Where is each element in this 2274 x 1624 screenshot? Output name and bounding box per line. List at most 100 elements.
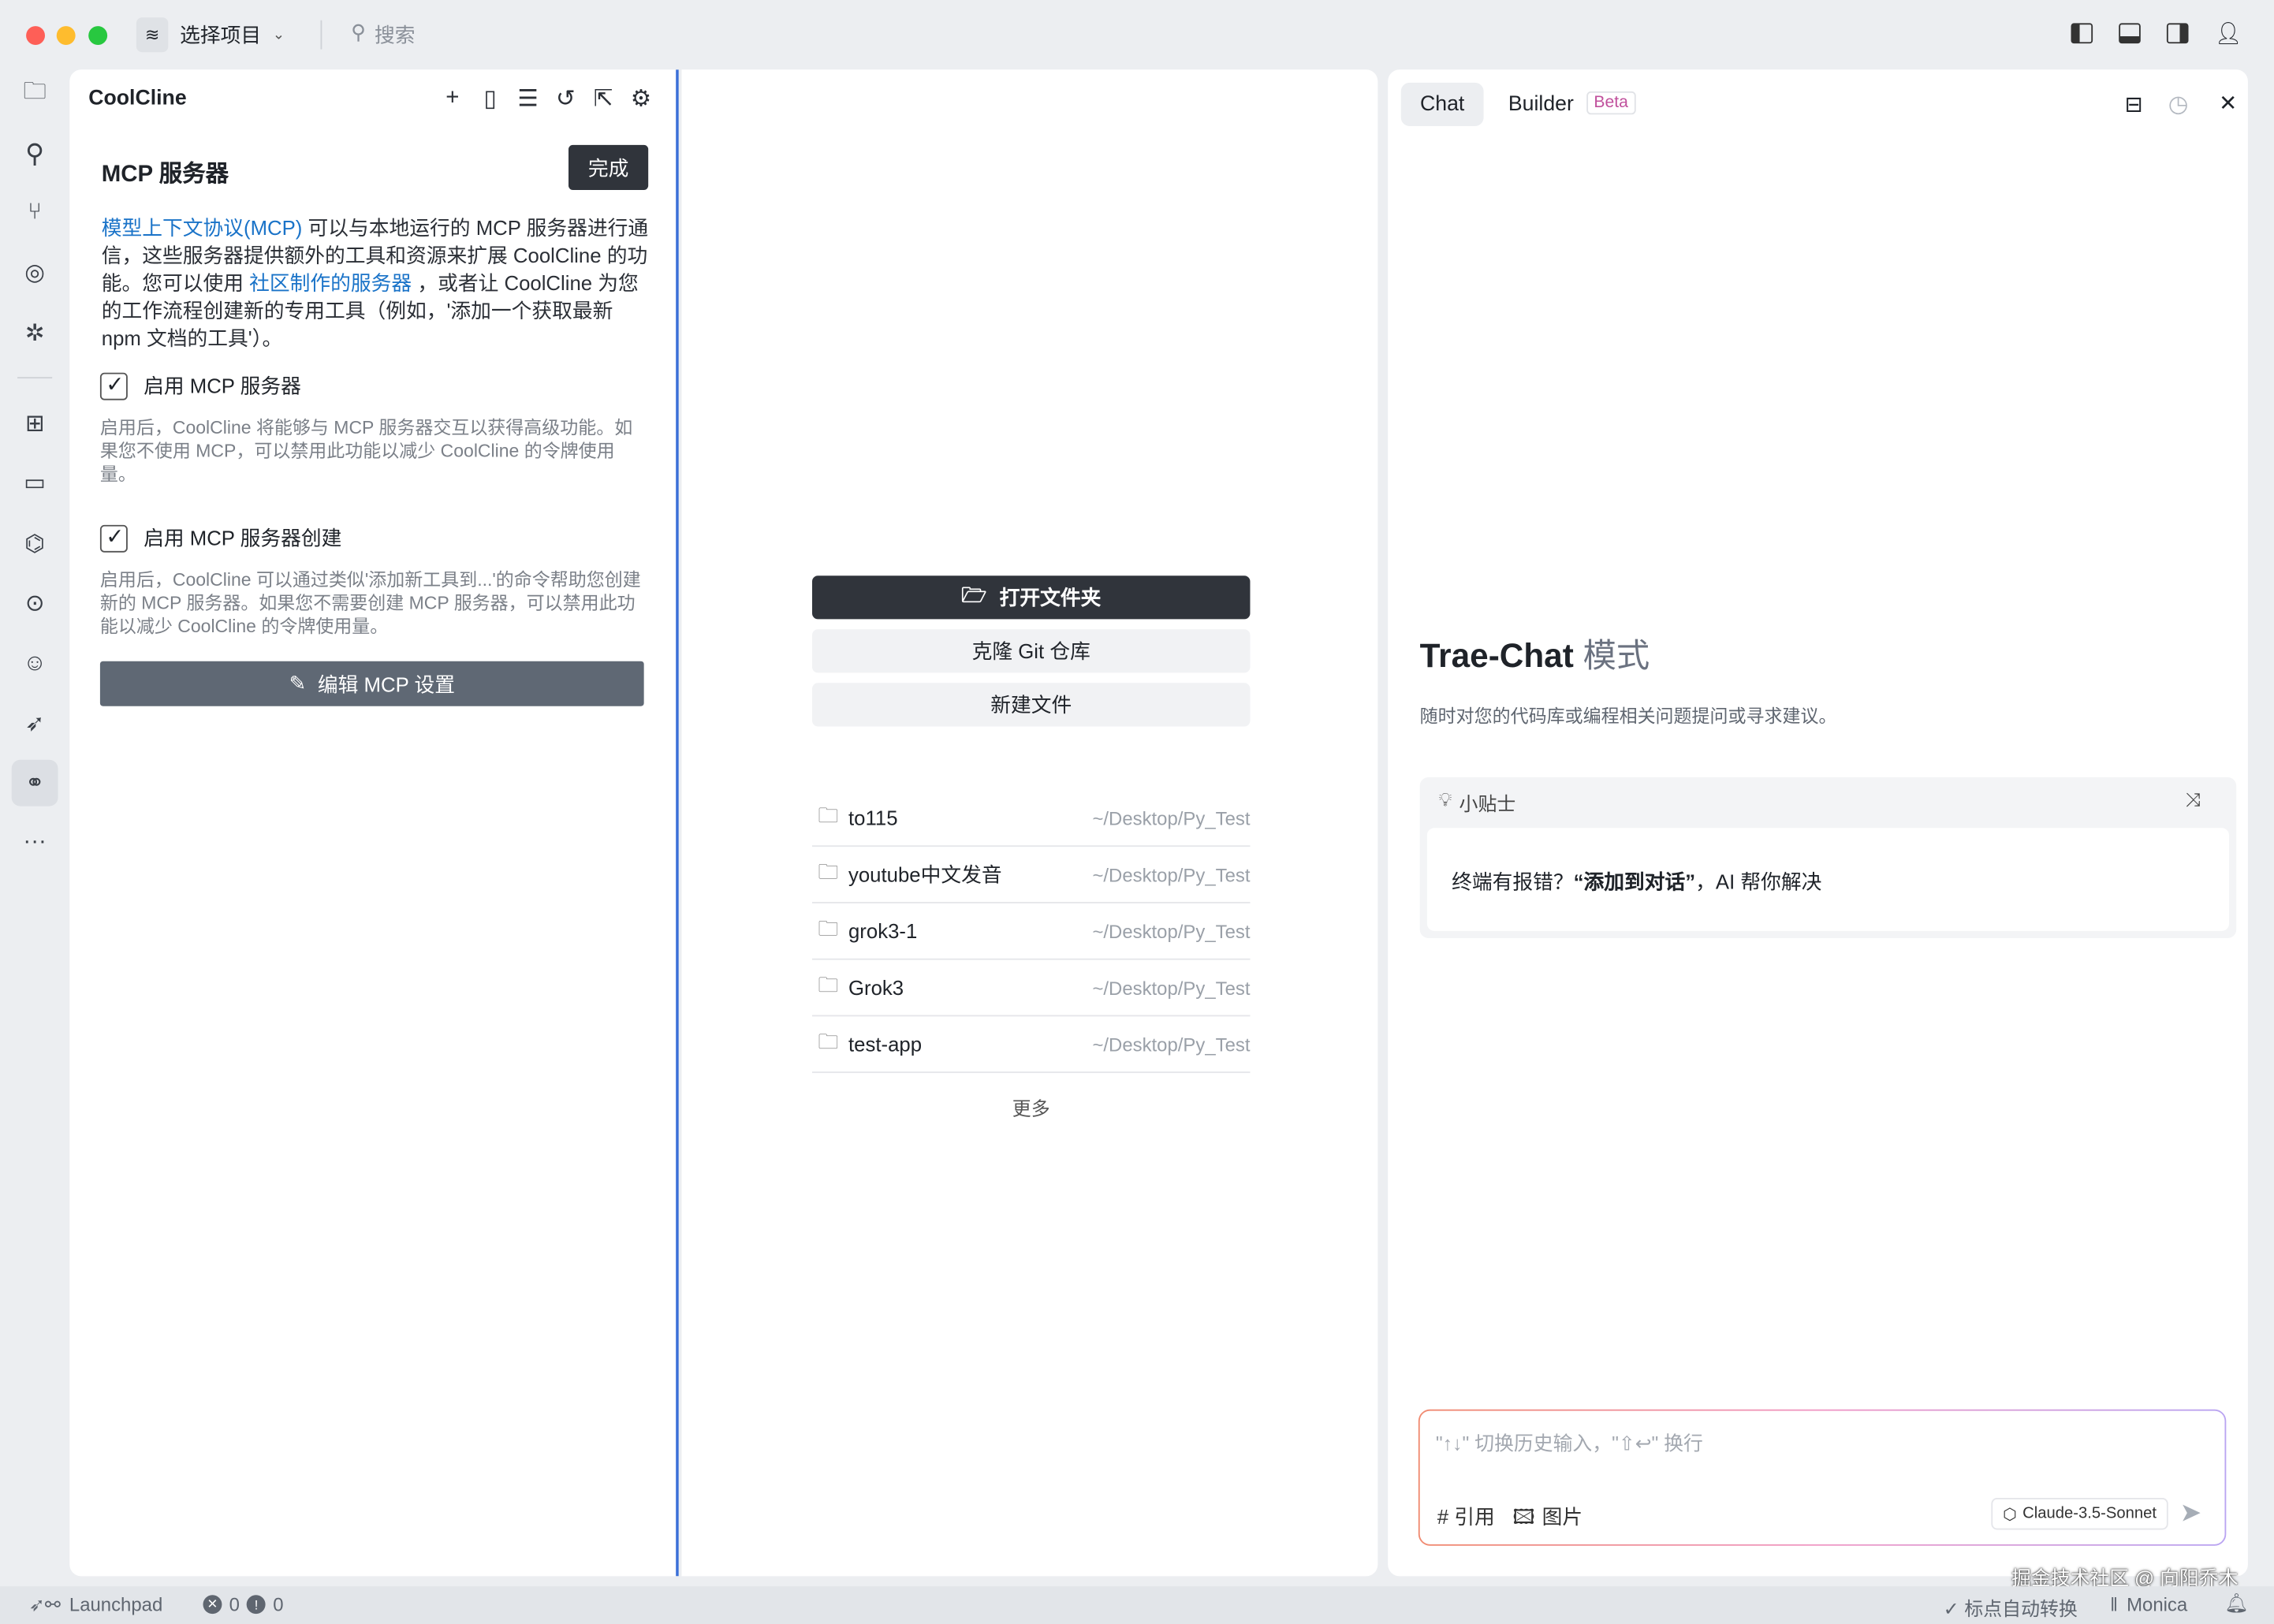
toggle-right-sidebar-icon[interactable] bbox=[2166, 23, 2189, 44]
button-label: 打开文件夹 bbox=[999, 586, 1102, 609]
tip-header: 💡︎ 小贴士 bbox=[1439, 789, 1516, 817]
intro-text: ，或者让 CoolCline 为您的工作流程创建新的专用工具（例如，'添加一个获… bbox=[101, 270, 639, 350]
warning-count: 0 bbox=[273, 1593, 284, 1615]
history-icon[interactable]: ◷ bbox=[2168, 92, 2189, 117]
project-selector[interactable]: ≋ 选择项目 ⌄ bbox=[136, 17, 285, 53]
checkbox-label: 启用 MCP 服务器创建 bbox=[144, 526, 342, 550]
enable-mcp-checkbox[interactable]: ✓ 启用 MCP 服务器 bbox=[99, 371, 301, 400]
folder-open-icon: 🗁 bbox=[961, 583, 987, 606]
tip-content: 终端有报错？“添加到对话”，AI 帮你解决 bbox=[1426, 828, 2230, 931]
beta-badge: Beta bbox=[1586, 91, 1636, 115]
toggle-panel-icon[interactable] bbox=[2119, 23, 2141, 44]
monica-button[interactable]: ‖ Monica bbox=[2110, 1593, 2187, 1615]
error-icon: ✕ bbox=[203, 1595, 222, 1615]
recent-project-item[interactable]: 🗀 test-app ~/Desktop/Py_Test bbox=[812, 1016, 1251, 1074]
eye-icon[interactable]: ◎ bbox=[24, 261, 45, 286]
tip-text: 终端有报错？ bbox=[1452, 870, 1574, 894]
source-control-icon[interactable]: ⑂ bbox=[28, 199, 42, 225]
layers-icon: ≋ bbox=[136, 17, 169, 53]
project-name: grok3-1 bbox=[848, 919, 918, 943]
open-folder-button[interactable]: 🗁 打开文件夹 bbox=[812, 575, 1251, 620]
notification-bell-icon[interactable]: 🔔︎ bbox=[2224, 1592, 2249, 1615]
punctuation-toggle[interactable]: ✓ 标点自动转换 bbox=[1943, 1597, 2078, 1620]
plus-icon[interactable]: + bbox=[445, 85, 460, 110]
recent-project-item[interactable]: 🗀 grok3-1 ~/Desktop/Py_Test bbox=[812, 903, 1251, 960]
launchpad-label: Launchpad bbox=[69, 1593, 163, 1615]
intro-text: 可以与本地运行的 MCP 服务器进行通信，这些服务器提供额外的工具和资源来扩展 … bbox=[101, 216, 649, 295]
close-icon[interactable]: ✕ bbox=[2219, 91, 2238, 117]
recent-project-item[interactable]: 🗀 youtube中文发音 ~/Desktop/Py_Test bbox=[812, 847, 1251, 903]
problems-indicator[interactable]: ✕ 0 ! 0 bbox=[203, 1593, 284, 1615]
prompts-icon[interactable]: ▯ bbox=[483, 87, 497, 112]
cube-icon: ⬡ bbox=[2003, 1506, 2017, 1524]
pencil-icon: ✎ bbox=[289, 671, 307, 695]
mcp-protocol-link[interactable]: 模型上下文协议(MCP) bbox=[101, 216, 303, 240]
reference-button[interactable]: # 引用 bbox=[1437, 1505, 1495, 1529]
maximize-window-button[interactable] bbox=[88, 26, 108, 46]
divider bbox=[320, 20, 322, 50]
mcp-icon[interactable]: ⚭ bbox=[11, 759, 58, 806]
explorer-icon[interactable]: 🗀 bbox=[23, 79, 47, 104]
python-icon[interactable]: ⌬ bbox=[24, 532, 45, 557]
heading-text: Trae-Chat bbox=[1419, 636, 1574, 675]
heading-mode: 模式 bbox=[1582, 636, 1650, 675]
close-window-button[interactable] bbox=[26, 26, 46, 46]
tab-chat[interactable]: Chat bbox=[1400, 82, 1484, 127]
folder-icon: 🗀 bbox=[818, 803, 839, 827]
lightbulb-icon: 💡︎ bbox=[1438, 788, 1452, 811]
rocket-icon[interactable]: ➶ bbox=[24, 712, 45, 737]
status-bar: ➶⚯ Launchpad ✕ 0 ! 0 ✓ 标点自动转换 ‖ Monica 🔔︎ bbox=[0, 1586, 2274, 1624]
extensions-icon[interactable]: ⊞ bbox=[24, 412, 45, 437]
project-path: ~/Desktop/Py_Test bbox=[1092, 976, 1251, 999]
minimize-window-button[interactable] bbox=[56, 26, 76, 46]
more-icon[interactable]: ··· bbox=[23, 829, 47, 855]
popout-icon[interactable]: ⇱ bbox=[593, 87, 613, 112]
panel-toolbar: + ▯ ☰ ↺ ⇱ ⚙ bbox=[439, 84, 654, 114]
chat-input-box: "↑↓" 切换历史输入，"⇧↩" 换行 # 引用 🖾 图片 ⬡ Claude-3.5… bbox=[1418, 1409, 2227, 1546]
settings-icon[interactable]: ⚙ bbox=[630, 87, 652, 112]
recent-project-item[interactable]: 🗀 Grok3 ~/Desktop/Py_Test bbox=[812, 960, 1251, 1017]
toggle-left-sidebar-icon[interactable] bbox=[2071, 23, 2093, 44]
done-button[interactable]: 完成 bbox=[568, 144, 649, 190]
git-graph-icon[interactable]: ⊙ bbox=[24, 591, 45, 616]
image-button[interactable]: 🖾 图片 bbox=[1512, 1503, 1582, 1537]
chat-panel: Chat Builder Beta ⊟ ◷ ✕ Trae-Chat 模式 随时对… bbox=[1388, 69, 2248, 1577]
tab-builder[interactable]: Builder bbox=[1508, 92, 1574, 117]
shuffle-icon[interactable]: ⤨ bbox=[2185, 788, 2201, 811]
account-icon[interactable]: 👤︎ bbox=[2214, 21, 2242, 47]
remote-icon[interactable]: ▭ bbox=[24, 471, 47, 497]
history-icon[interactable]: ↺ bbox=[555, 87, 576, 112]
chat-input[interactable]: "↑↓" 切换历史输入，"⇧↩" 换行 bbox=[1435, 1432, 1703, 1455]
launchpad-button[interactable]: ➶⚯ Launchpad bbox=[29, 1593, 162, 1616]
folder-icon: 🗀 bbox=[818, 916, 839, 940]
community-servers-link[interactable]: 社区制作的服务器 bbox=[249, 270, 412, 295]
tip-card: 💡︎ 小贴士 ⤨ 终端有报错？“添加到对话”，AI 帮你解决 bbox=[1419, 777, 2237, 939]
project-label: 选择项目 bbox=[180, 23, 262, 47]
search-input[interactable]: ⚲ 搜索 bbox=[351, 20, 415, 50]
clone-git-button[interactable]: 克隆 Git 仓库 bbox=[812, 629, 1251, 673]
model-selector[interactable]: ⬡ Claude-3.5-Sonnet bbox=[1991, 1497, 2168, 1530]
search-icon[interactable]: ⚲ bbox=[25, 138, 45, 168]
debug-icon[interactable]: ✲ bbox=[24, 322, 45, 347]
more-link[interactable]: 更多 bbox=[1012, 1097, 1050, 1119]
send-icon[interactable]: ➤ bbox=[2179, 1497, 2202, 1527]
divider bbox=[17, 377, 53, 379]
project-path: ~/Desktop/Py_Test bbox=[1092, 863, 1251, 885]
mcp-servers-icon[interactable]: ☰ bbox=[517, 87, 539, 112]
enable-mcp-creation-checkbox[interactable]: ✓ 启用 MCP 服务器创建 bbox=[99, 523, 342, 553]
project-path: ~/Desktop/Py_Test bbox=[1092, 920, 1251, 942]
robot-icon[interactable]: ☺ bbox=[23, 650, 47, 676]
project-name: youtube中文发音 bbox=[848, 862, 1002, 886]
new-chat-icon[interactable]: ⊟ bbox=[2124, 92, 2143, 117]
edit-mcp-settings-button[interactable]: ✎ 编辑 MCP 设置 bbox=[99, 661, 644, 706]
tip-text: ，AI 帮你解决 bbox=[1695, 870, 1822, 894]
recent-project-item[interactable]: 🗀 to115 ~/Desktop/Py_Test bbox=[812, 790, 1251, 847]
folder-icon: 🗀 bbox=[818, 859, 839, 884]
monica-label: Monica bbox=[2127, 1593, 2188, 1615]
watermark: 掘金技术社区 @ 向阳乔木 bbox=[2011, 1567, 2239, 1589]
new-file-button[interactable]: 新建文件 bbox=[812, 683, 1251, 727]
mcp-intro: 模型上下文协议(MCP) 可以与本地运行的 MCP 服务器进行通信，这些服务器提… bbox=[102, 214, 650, 352]
image-icon: 🖾 bbox=[1512, 1505, 1535, 1529]
checkbox-checked-icon: ✓ bbox=[99, 523, 128, 552]
